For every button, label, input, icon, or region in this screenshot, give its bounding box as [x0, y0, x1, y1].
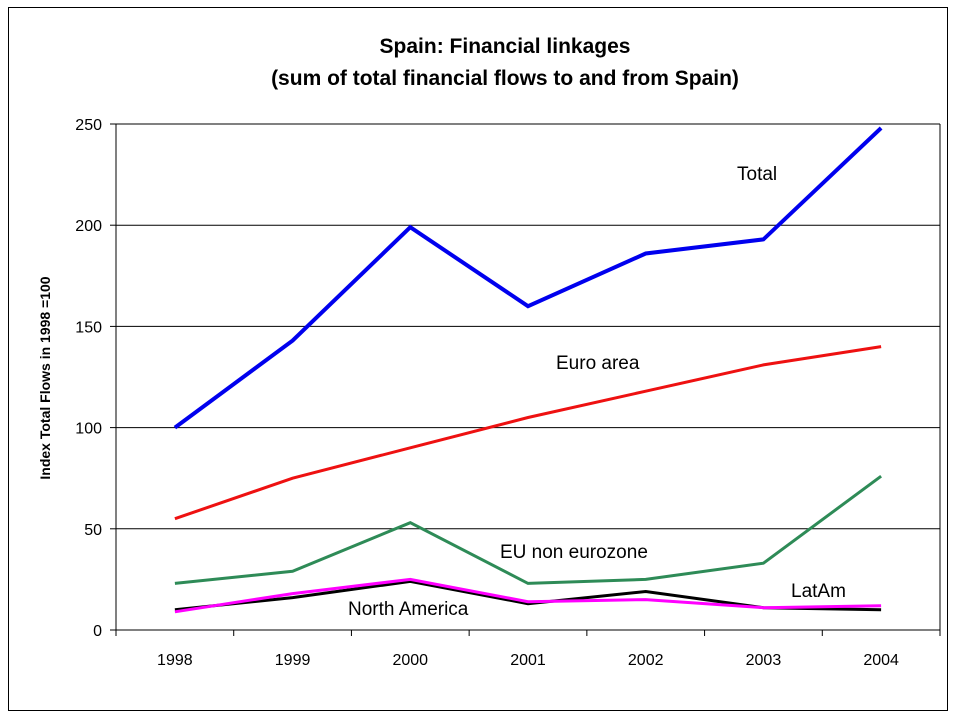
series-label-euro-area: Euro area [556, 353, 640, 374]
x-tick-label: 1999 [275, 652, 311, 669]
y-tick-labels: 0 50 100 150 200 250 [75, 117, 102, 640]
x-tick-label: 2000 [392, 652, 428, 669]
x-tick-label: 2002 [628, 652, 664, 669]
series-label-eu-non-eurozone: EU non eurozone [500, 542, 648, 563]
x-tick-labels: 1998 1999 2000 2001 2002 2003 2004 [157, 652, 899, 669]
series-label-total: Total [737, 164, 777, 185]
x-tick-label: 2004 [863, 652, 899, 669]
series-line-eu-non-eurozone [174, 474, 882, 585]
x-tick-label: 1998 [157, 652, 193, 669]
chart-subtitle: (sum of total financial flows to and fro… [271, 67, 739, 90]
y-tick-label: 100 [75, 421, 102, 438]
x-tick-label: 2003 [746, 652, 782, 669]
series-line-euro-area [174, 345, 882, 521]
y-tick-label: 150 [75, 319, 102, 336]
chart-title: Spain: Financial linkages [380, 35, 631, 58]
series-label-north-america: North America [348, 599, 469, 620]
series-line-total [173, 126, 883, 430]
y-tick-label: 250 [75, 117, 102, 134]
x-tick-label: 2001 [510, 652, 546, 669]
series-label-latam: LatAm [791, 581, 846, 602]
y-tick-label: 0 [93, 623, 102, 640]
series-line-latam [174, 577, 882, 614]
y-tick-label: 50 [84, 522, 102, 539]
gridlines [116, 123, 940, 530]
y-tick-label: 200 [75, 218, 102, 235]
series-lines [173, 126, 883, 614]
y-axis-label: Index Total Flows in 1998 =100 [37, 276, 53, 479]
axes [110, 123, 941, 636]
